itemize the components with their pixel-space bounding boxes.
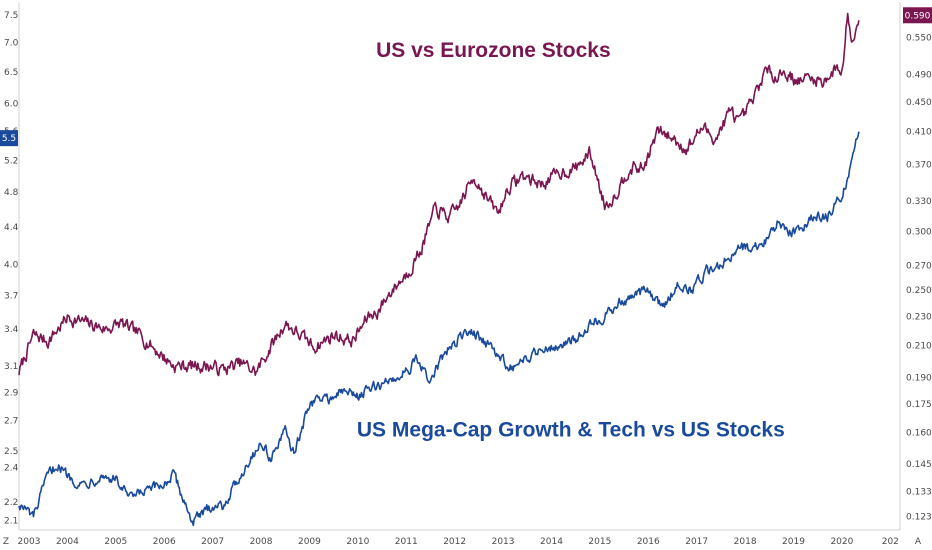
series-line-megacap-growth-tech	[18, 131, 860, 527]
right-tick-label: 0.300	[906, 228, 932, 238]
left-value-badge	[0, 130, 18, 147]
right-tick-label: 0.250	[906, 286, 932, 296]
badge-layer: 5.5 0.590	[0, 7, 932, 147]
x-tick-label: 2018	[734, 537, 757, 547]
x-tick-label: 2020	[830, 537, 853, 547]
left-tick-label: 6.5	[4, 68, 18, 78]
x-tick-label: 2003	[18, 537, 41, 547]
left-tick-label: 3.4	[4, 325, 19, 335]
left-tick-label: 2.1	[4, 516, 18, 526]
x-tick-label: 2015	[588, 537, 611, 547]
left-tick-label: 2.9	[4, 388, 19, 398]
right-tick-label: 0.270	[906, 261, 932, 271]
plot-frame	[18, 2, 901, 531]
x-tick-label: 202	[882, 537, 899, 547]
right-tick-label: 0.123	[906, 513, 932, 523]
left-tick-label: 3.1	[4, 362, 18, 372]
left-tick-label: 4.4	[4, 223, 19, 233]
right-tick-label: 0.190	[906, 374, 932, 384]
left-value-badge-label: 5.5	[2, 134, 16, 144]
annotation-megacap-growth-tech: US Mega-Cap Growth & Tech vs US Stocks	[357, 419, 785, 442]
left-tick-label: 2.4	[4, 463, 19, 473]
series-line-us-vs-eurozone	[18, 12, 860, 377]
right-tick-label: 0.133	[906, 488, 932, 498]
left-tick-label: 6.0	[4, 100, 19, 110]
left-tick-label: 7.0	[4, 38, 19, 48]
x-axis: 2003 2004 2005 2006 2007 2008 2009 2010 2011 2012…	[18, 537, 899, 547]
left-tick-label: 3.7	[4, 292, 18, 302]
corner-label-bottom-right[interactable]: A	[915, 537, 922, 547]
right-tick-label: 0.450	[906, 98, 932, 108]
right-tick-label: 0.410	[906, 128, 932, 138]
annotation-layer: US vs Eurozone Stocks US Mega-Cap Growth …	[357, 39, 785, 442]
right-value-badge	[903, 7, 932, 24]
x-tick-label: 2011	[395, 537, 418, 547]
x-tick-label: 2012	[443, 537, 466, 547]
annotation-us-vs-eurozone: US vs Eurozone Stocks	[376, 39, 611, 62]
right-tick-label: 0.490	[906, 71, 932, 81]
left-tick-label: 7.5	[4, 11, 18, 21]
right-value-badge-label: 0.590	[905, 11, 931, 21]
x-tick-label: 2014	[540, 537, 563, 547]
x-tick-label: 2010	[346, 537, 369, 547]
left-tick-label: 2.7	[4, 417, 18, 427]
x-tick-label: 2006	[153, 537, 176, 547]
corner-label-bottom-left[interactable]: Z	[3, 537, 9, 547]
x-tick-label: 2004	[56, 537, 79, 547]
x-tick-label: 2016	[637, 537, 660, 547]
left-tick-label: 4.8	[4, 188, 19, 198]
x-tick-label: 2005	[104, 537, 127, 547]
right-tick-label: 0.210	[906, 342, 932, 352]
x-tick-label: 2013	[492, 537, 515, 547]
x-tick-label: 2019	[782, 537, 805, 547]
left-tick-label: 2.2	[4, 498, 18, 508]
x-tick-label: 2017	[685, 537, 708, 547]
right-tick-label: 0.230	[906, 313, 932, 323]
left-tick-label: 4.0	[4, 261, 19, 271]
x-tick-label: 2008	[250, 537, 273, 547]
x-tick-label: 2009	[298, 537, 321, 547]
left-tick-label: 2.5	[4, 447, 18, 457]
left-tick-label: 5.2	[4, 156, 18, 166]
right-tick-label: 0.550	[906, 34, 932, 44]
right-tick-label: 0.330	[906, 197, 932, 207]
right-tick-label: 0.145	[906, 460, 932, 470]
x-tick-label: 2007	[201, 537, 224, 547]
right-tick-label: 0.175	[906, 400, 932, 410]
right-tick-label: 0.160	[906, 429, 932, 439]
series-layer	[18, 12, 860, 527]
right-tick-label: 0.370	[906, 161, 932, 171]
